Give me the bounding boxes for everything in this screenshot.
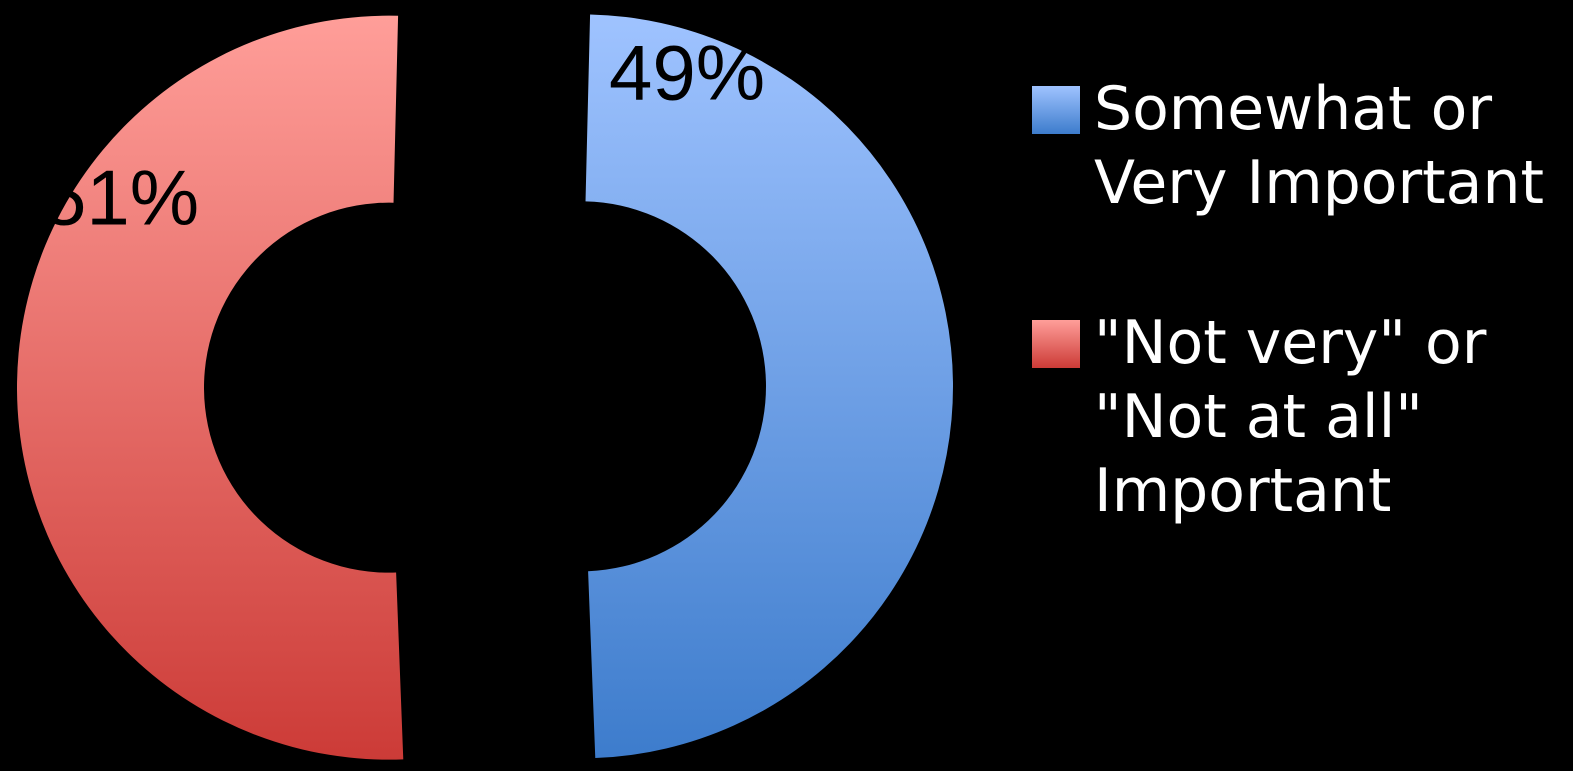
legend-label-important: Somewhat or Very Important [1094,74,1544,218]
donut-slice-not-important [17,15,404,760]
legend-swatch-not-important [1032,320,1080,368]
legend: Somewhat or Very Important "Not very" or… [1032,72,1567,614]
donut-slice-important [585,14,953,759]
data-label-important: 49% [609,29,765,117]
data-label-not-important: 51% [43,153,199,241]
legend-item-not-important: "Not very" or "Not at all" Important [1032,306,1567,528]
donut-chart: 49% 51% [17,14,953,760]
legend-label-not-important: "Not very" or "Not at all" Important [1094,308,1487,526]
legend-item-important: Somewhat or Very Important [1032,72,1567,220]
legend-swatch-important [1032,86,1080,134]
